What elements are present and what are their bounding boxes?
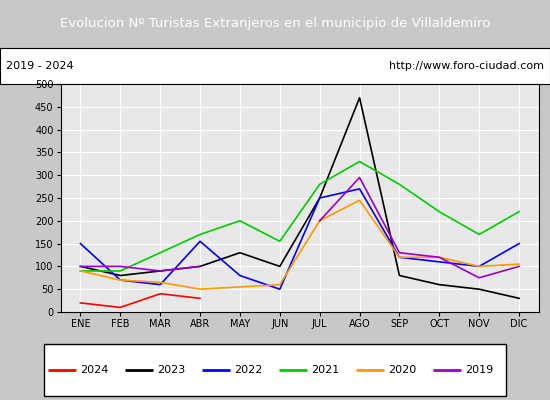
Text: 2023: 2023 — [157, 365, 185, 375]
Text: 2019 - 2024: 2019 - 2024 — [6, 61, 73, 71]
Text: 2020: 2020 — [388, 365, 416, 375]
FancyBboxPatch shape — [44, 344, 506, 396]
Text: 2024: 2024 — [80, 365, 108, 375]
Text: 2019: 2019 — [465, 365, 493, 375]
Text: http://www.foro-ciudad.com: http://www.foro-ciudad.com — [389, 61, 544, 71]
Text: 2021: 2021 — [311, 365, 339, 375]
Text: Evolucion Nº Turistas Extranjeros en el municipio de Villaldemiro: Evolucion Nº Turistas Extranjeros en el … — [60, 18, 490, 30]
Text: 2022: 2022 — [234, 365, 262, 375]
